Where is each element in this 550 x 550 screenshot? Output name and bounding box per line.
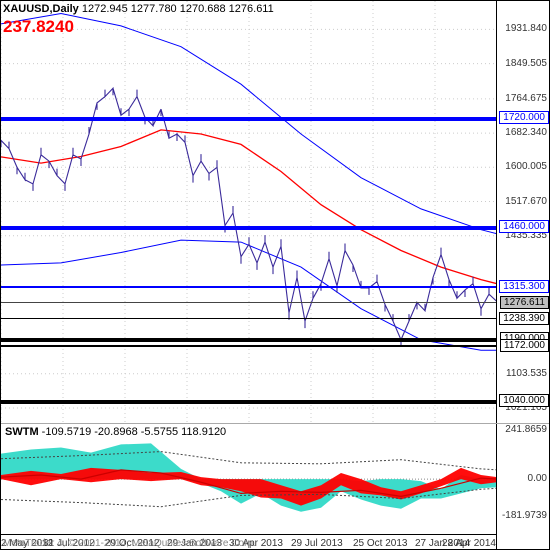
symbol-timeframe: XAUUSD,Daily (3, 3, 79, 15)
indicator-params: -109.5719 -20.8968 -5.5755 118.9120 (42, 426, 227, 438)
metatrader-copyright: MetaTrader 4, © 2001-2014, MetaQuotes So… (3, 538, 256, 549)
ohlc-values: 1272.945 1277.780 1270.688 1276.611 (82, 3, 274, 15)
main-price-chart: XAUUSD,Daily 1272.945 1277.780 1270.688 … (1, 1, 549, 423)
y-axis-main: 1931.8401849.5051764.6751682.3401600.005… (496, 1, 549, 423)
indicator-name: SWTM (5, 426, 39, 438)
indicator-big-value: 237.8240 (3, 17, 74, 37)
chart-footer: 2 May 201231 Jul 201229 Oct 201229 Jan 2… (1, 524, 549, 549)
chart-container: XAUUSD,Daily 1272.945 1277.780 1270.688 … (0, 0, 550, 550)
main-chart-svg (1, 1, 497, 423)
chart-title-row: XAUUSD,Daily 1272.945 1277.780 1270.688 … (3, 3, 274, 15)
y-axis-sub: 241.86590.00-181.9739 (496, 424, 549, 524)
sub-indicator-title: SWTM -109.5719 -20.8968 -5.5755 118.9120 (5, 426, 226, 438)
sub-indicator-chart: SWTM -109.5719 -20.8968 -5.5755 118.9120… (1, 423, 549, 524)
sub-chart-svg (1, 424, 497, 524)
